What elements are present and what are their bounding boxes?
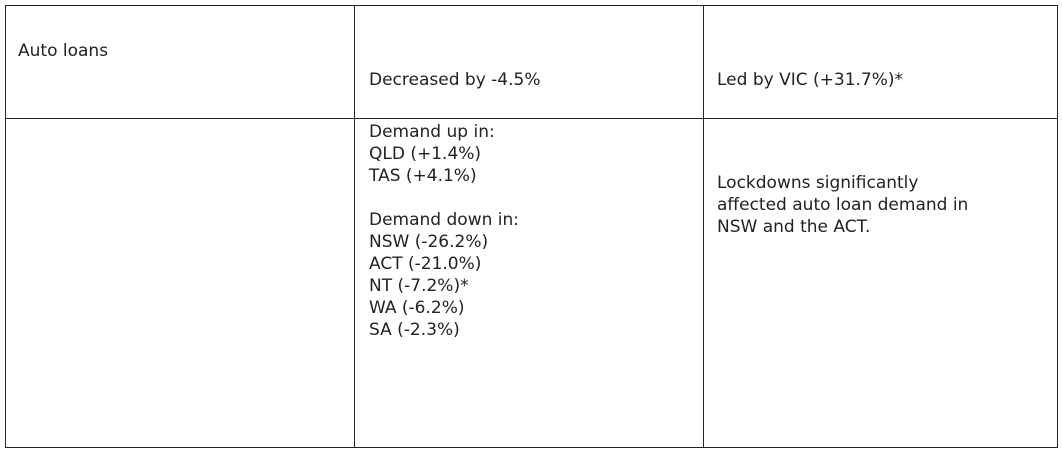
state-breakdown-list: Demand up in: QLD (+1.4%) TAS (+4.1%) De…	[369, 121, 519, 341]
table-cell-state-breakdown: Demand up in: QLD (+1.4%) TAS (+4.1%) De…	[354, 118, 704, 448]
table-row: Demand up in: QLD (+1.4%) TAS (+4.1%) De…	[5, 118, 1058, 448]
demand-down-heading: Demand down in:	[369, 210, 519, 230]
leading-state-text: Led by VIC (+31.7%)*	[717, 70, 904, 90]
overall-change-text: Decreased by -4.5%	[369, 70, 541, 90]
commentary-text: Lockdowns significantly affected auto lo…	[717, 172, 968, 238]
list-item: ACT (-21.0%)	[369, 254, 482, 274]
table-cell-empty	[5, 118, 355, 448]
list-item: QLD (+1.4%)	[369, 144, 482, 164]
commentary-line: NSW and the ACT.	[717, 217, 871, 237]
state-auto-loan-table: Auto loans Decreased by -4.5% Led by VIC…	[5, 5, 1058, 448]
list-item: SA (-2.3%)	[369, 320, 460, 340]
commentary-line: Lockdowns significantly	[717, 173, 919, 193]
list-item: NSW (-26.2%)	[369, 232, 489, 252]
table-cell-overall-change: Decreased by -4.5%	[354, 5, 704, 119]
list-item: TAS (+4.1%)	[369, 166, 477, 186]
list-item: NT (-7.2%)*	[369, 276, 469, 296]
table-row: Auto loans Decreased by -4.5% Led by VIC…	[5, 5, 1058, 119]
table-cell-leading-state: Led by VIC (+31.7%)*	[703, 5, 1058, 119]
category-label: Auto loans	[18, 41, 109, 61]
commentary-line: affected auto loan demand in	[717, 195, 969, 215]
table-cell-category: Auto loans	[5, 5, 355, 119]
table-cell-commentary: Lockdowns significantly affected auto lo…	[703, 118, 1058, 448]
list-item: WA (-6.2%)	[369, 298, 465, 318]
demand-up-heading: Demand up in:	[369, 122, 495, 142]
